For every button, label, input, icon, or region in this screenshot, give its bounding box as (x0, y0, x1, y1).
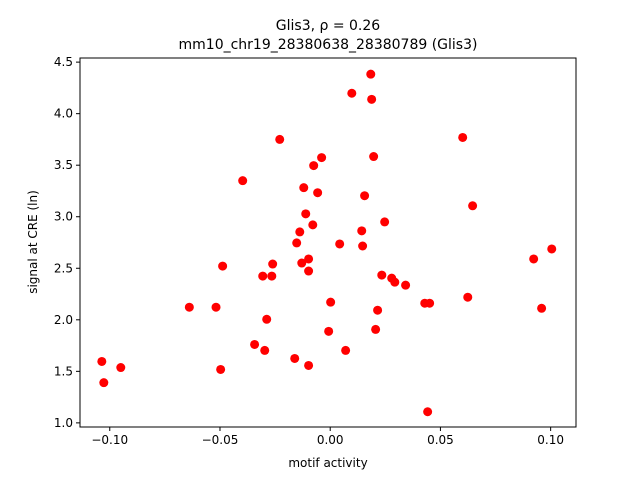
x-tick-label: 0.05 (427, 433, 454, 447)
y-tick-label: 2.0 (54, 313, 73, 327)
data-point (250, 339, 260, 349)
data-point (529, 254, 539, 264)
data-point (347, 88, 357, 98)
data-point (468, 201, 478, 211)
data-point (304, 266, 314, 276)
plot-frame (79, 57, 577, 428)
data-point (317, 153, 327, 163)
data-point (309, 161, 319, 171)
y-tick-label: 2.5 (54, 261, 73, 275)
data-point (547, 244, 557, 254)
x-tick-label: 0.00 (317, 433, 344, 447)
data-point (97, 356, 107, 366)
data-point (367, 94, 377, 104)
data-point (537, 303, 547, 313)
data-point (297, 258, 307, 268)
data-point (373, 305, 383, 315)
y-tick-label: 1.5 (54, 364, 73, 378)
data-point (463, 292, 473, 302)
chart-title-line2: mm10_chr19_28380638_28380789 (Glis3) (179, 37, 478, 53)
data-point (423, 407, 433, 417)
data-point (211, 302, 221, 312)
data-point (238, 176, 248, 186)
data-point (99, 378, 109, 388)
data-point (301, 209, 311, 219)
x-tick-label: 0.10 (537, 433, 564, 447)
data-point (377, 270, 387, 280)
y-tick-label: 3.5 (54, 158, 73, 172)
data-point (380, 217, 390, 227)
data-point (358, 241, 368, 251)
x-tick-label: −0.05 (202, 433, 239, 447)
x-tick-label: −0.10 (91, 433, 128, 447)
y-tick-label: 4.0 (54, 107, 73, 121)
data-point (299, 183, 309, 193)
x-axis-label: motif activity (288, 456, 367, 470)
data-point (260, 345, 270, 355)
data-point (401, 280, 411, 290)
data-point (360, 191, 370, 201)
data-point (341, 345, 351, 355)
data-point (292, 238, 302, 248)
data-point (258, 271, 268, 281)
data-point (295, 227, 305, 237)
data-point (425, 298, 435, 308)
points-layer (97, 69, 557, 417)
data-point (390, 277, 400, 287)
data-point (324, 326, 334, 336)
data-point (275, 134, 285, 144)
data-point (216, 364, 226, 374)
data-point (308, 220, 318, 230)
data-point (184, 302, 194, 312)
data-point (357, 226, 367, 236)
data-point (313, 188, 323, 198)
y-tick-label: 3.0 (54, 210, 73, 224)
y-axis: 1.0 1.5 2.0 2.5 3.0 3.5 4.0 4.5 (54, 55, 80, 430)
data-point (267, 271, 277, 281)
data-point (304, 254, 314, 264)
data-point (458, 132, 468, 142)
data-point (218, 261, 228, 271)
data-point (335, 239, 345, 249)
data-point (369, 152, 379, 162)
data-point (366, 69, 376, 79)
y-axis-label: signal at CRE (ln) (26, 190, 40, 294)
data-point (116, 363, 126, 373)
chart-title-line1: Glis3, ρ = 0.26 (276, 18, 381, 34)
x-axis: −0.10 −0.05 0.00 0.05 0.10 (91, 427, 564, 447)
y-tick-label: 4.5 (54, 55, 73, 69)
data-point (326, 297, 336, 307)
data-point (262, 314, 272, 324)
data-point (371, 324, 381, 334)
data-point (304, 360, 314, 370)
data-point (268, 259, 278, 269)
data-point (290, 353, 300, 363)
y-tick-label: 1.0 (54, 416, 73, 430)
